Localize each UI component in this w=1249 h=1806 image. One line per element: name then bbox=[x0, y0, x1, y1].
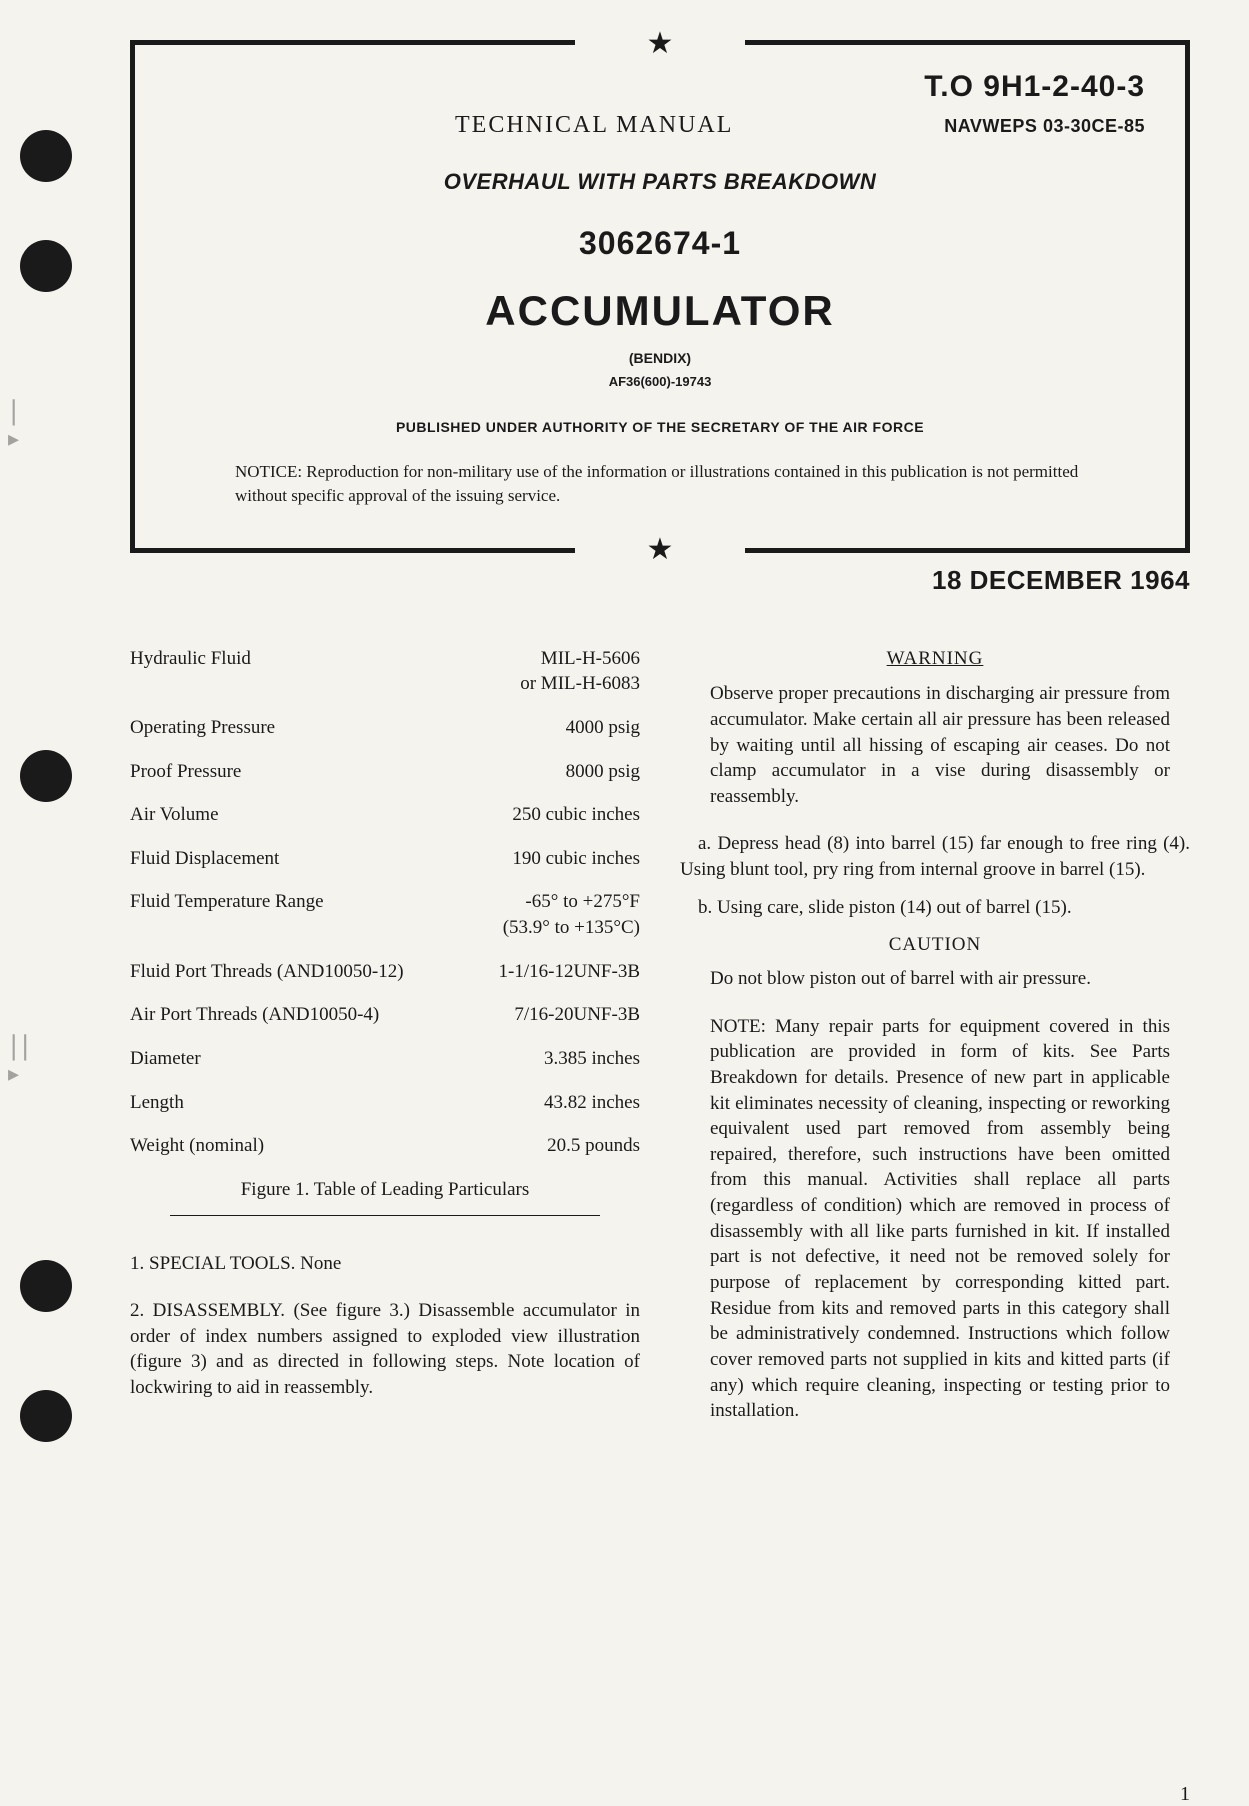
section-special-tools: 1. SPECIAL TOOLS. None bbox=[130, 1251, 640, 1277]
spec-value: 1-1/16-12UNF-3B bbox=[426, 959, 640, 985]
title-block: ★ T.O 9H1-2-40-3 TECHNICAL MANUAL NAVWEP… bbox=[130, 40, 1190, 553]
punch-hole bbox=[20, 750, 72, 802]
page-smudge: ⎮⎮▸ bbox=[8, 1035, 31, 1087]
spec-label: Weight (nominal) bbox=[130, 1133, 426, 1159]
right-column: WARNING Observe proper precautions in di… bbox=[680, 646, 1190, 1446]
document-subtitle: OVERHAUL WITH PARTS BREAKDOWN bbox=[175, 169, 1145, 195]
figure-caption: Figure 1. Table of Leading Particulars bbox=[170, 1177, 600, 1203]
spec-label: Fluid Displacement bbox=[130, 846, 426, 872]
spec-value: 250 cubic inches bbox=[426, 802, 640, 828]
divider-line bbox=[170, 1215, 600, 1216]
caution-text: Do not blow piston out of barrel with ai… bbox=[710, 966, 1170, 992]
warning-text: Observe proper precautions in dischargin… bbox=[710, 681, 1170, 809]
document-title: ACCUMULATOR bbox=[175, 287, 1145, 335]
spec-label: Length bbox=[130, 1090, 426, 1116]
spec-value: 8000 psig bbox=[426, 759, 640, 785]
warning-heading: WARNING bbox=[680, 646, 1190, 672]
document-page: ★ T.O 9H1-2-40-3 TECHNICAL MANUAL NAVWEP… bbox=[130, 40, 1190, 1446]
spec-value: 43.82 inches bbox=[426, 1090, 640, 1116]
spec-row: Fluid Temperature Range-65° to +275°F (5… bbox=[130, 889, 640, 940]
spec-row: Operating Pressure4000 psig bbox=[130, 715, 640, 741]
leading-particulars-table: Hydraulic FluidMIL-H-5606 or MIL-H-6083O… bbox=[130, 646, 640, 1159]
spec-label: Hydraulic Fluid bbox=[130, 646, 426, 672]
spec-row: Fluid Port Threads (AND10050-12)1-1/16-1… bbox=[130, 959, 640, 985]
spec-value: 7/16-20UNF-3B bbox=[426, 1002, 640, 1028]
punch-hole bbox=[20, 240, 72, 292]
to-number: T.O 9H1-2-40-3 bbox=[924, 70, 1145, 104]
spec-row: Weight (nominal)20.5 pounds bbox=[130, 1133, 640, 1159]
section-disassembly: 2. DISASSEMBLY. (See figure 3.) Disassem… bbox=[130, 1298, 640, 1401]
spec-row: Diameter3.385 inches bbox=[130, 1046, 640, 1072]
manufacturer: (BENDIX) bbox=[175, 350, 1145, 366]
spec-value: MIL-H-5606 or MIL-H-6083 bbox=[426, 646, 640, 697]
left-column: Hydraulic FluidMIL-H-5606 or MIL-H-6083O… bbox=[130, 646, 640, 1446]
contract-number: AF36(600)-19743 bbox=[175, 374, 1145, 389]
spec-value: -65° to +275°F (53.9° to +135°C) bbox=[426, 889, 640, 940]
punch-hole bbox=[20, 1390, 72, 1442]
punch-hole bbox=[20, 1260, 72, 1312]
spec-row: Air Volume250 cubic inches bbox=[130, 802, 640, 828]
spec-row: Length43.82 inches bbox=[130, 1090, 640, 1116]
spec-label: Fluid Port Threads (AND10050-12) bbox=[130, 959, 426, 985]
authority-statement: PUBLISHED UNDER AUTHORITY OF THE SECRETA… bbox=[175, 419, 1145, 435]
spec-label: Operating Pressure bbox=[130, 715, 426, 741]
spec-label: Fluid Temperature Range bbox=[130, 889, 426, 915]
spec-value: 3.385 inches bbox=[426, 1046, 640, 1072]
star-divider-icon: ★ bbox=[647, 532, 674, 567]
caution-heading: CAUTION bbox=[680, 932, 1190, 958]
spec-label: Air Volume bbox=[130, 802, 426, 828]
publication-date: 18 DECEMBER 1964 bbox=[130, 565, 1190, 596]
technical-manual-label: TECHNICAL MANUAL bbox=[455, 112, 733, 139]
spec-row: Fluid Displacement190 cubic inches bbox=[130, 846, 640, 872]
step-b: b. Using care, slide piston (14) out of … bbox=[680, 895, 1190, 921]
spec-value: 4000 psig bbox=[426, 715, 640, 741]
punch-hole bbox=[20, 130, 72, 182]
note-text: NOTE: Many repair parts for equipment co… bbox=[710, 1014, 1170, 1424]
spec-label: Proof Pressure bbox=[130, 759, 426, 785]
step-a: a. Depress head (8) into barrel (15) far… bbox=[680, 831, 1190, 882]
page-number: 1 bbox=[1180, 1783, 1190, 1806]
spec-value: 20.5 pounds bbox=[426, 1133, 640, 1159]
body-content: Hydraulic FluidMIL-H-5606 or MIL-H-6083O… bbox=[130, 646, 1190, 1446]
star-divider-icon: ★ bbox=[647, 26, 674, 61]
spec-label: Air Port Threads (AND10050-4) bbox=[130, 1002, 426, 1028]
page-smudge: ⎮▸ bbox=[8, 400, 19, 452]
spec-value: 190 cubic inches bbox=[426, 846, 640, 872]
part-number: 3062674-1 bbox=[175, 225, 1145, 262]
spec-row: Proof Pressure8000 psig bbox=[130, 759, 640, 785]
reproduction-notice: NOTICE: Reproduction for non-military us… bbox=[235, 460, 1085, 508]
spec-label: Diameter bbox=[130, 1046, 426, 1072]
navweps-number: NAVWEPS 03-30CE-85 bbox=[944, 116, 1145, 137]
spec-row: Hydraulic FluidMIL-H-5606 or MIL-H-6083 bbox=[130, 646, 640, 697]
spec-row: Air Port Threads (AND10050-4)7/16-20UNF-… bbox=[130, 1002, 640, 1028]
